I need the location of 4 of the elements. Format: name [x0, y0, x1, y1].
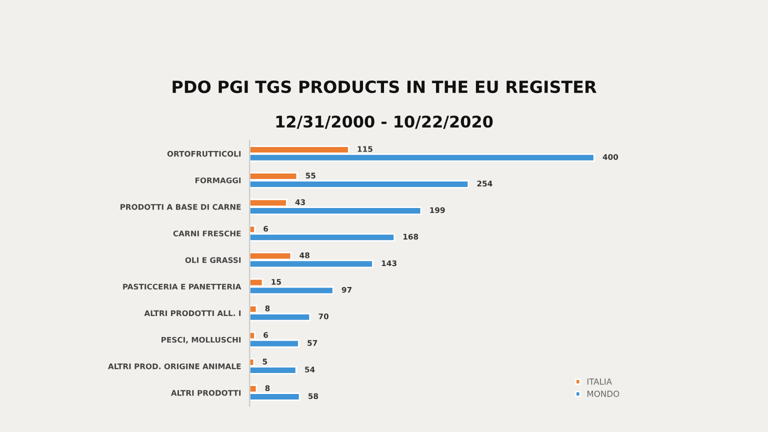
legend-label: ITALIA [587, 378, 612, 385]
legend-label: MONDO [587, 390, 620, 397]
chart-subtitle: 12/31/2000 - 10/22/2020 [276, 116, 493, 129]
chart-title: PDO PGI TGS PRODUCTS IN THE EU REGISTER [172, 80, 596, 94]
